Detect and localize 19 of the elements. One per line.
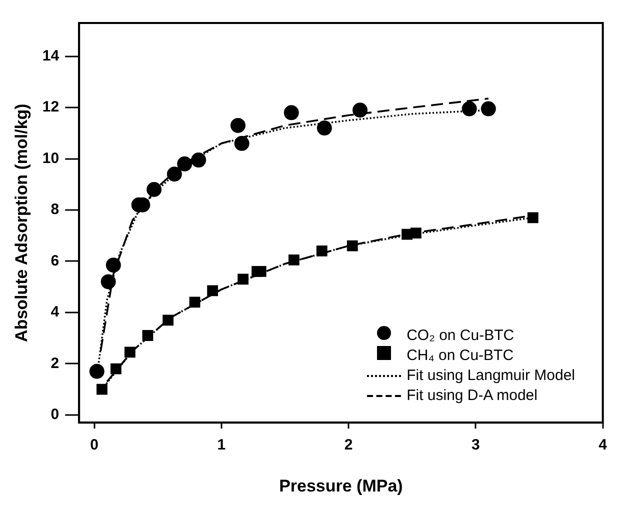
y-tick-label: 8 xyxy=(50,201,60,218)
x-tick-label: 1 xyxy=(217,436,226,454)
x-axis-title: Pressure (MPa) xyxy=(279,476,403,496)
legend-label: CO₂ on Cu-BTC xyxy=(406,326,514,344)
y-tick-label: 10 xyxy=(42,150,60,167)
legend-label: Fit using Langmuir Model xyxy=(406,367,575,384)
x-tick-label: 3 xyxy=(472,436,480,454)
x-tick-label: 4 xyxy=(598,436,608,454)
x-tick-label: 2 xyxy=(344,436,353,454)
x-tick-label: 0 xyxy=(90,436,99,454)
y-tick-label: 14 xyxy=(42,47,60,64)
y-tick-label: 6 xyxy=(50,252,60,270)
y-tick-label: 0 xyxy=(50,406,60,424)
legend-label: CH₄ on Cu-BTC xyxy=(406,346,514,364)
y-tick-label: 4 xyxy=(50,304,60,321)
y-tick-label: 12 xyxy=(42,98,60,116)
y-axis-title: Absolute Adsorption (mol/kg) xyxy=(12,104,31,342)
y-tick-label: 2 xyxy=(50,354,60,372)
legend-label: Fit using D-A model xyxy=(406,387,538,404)
